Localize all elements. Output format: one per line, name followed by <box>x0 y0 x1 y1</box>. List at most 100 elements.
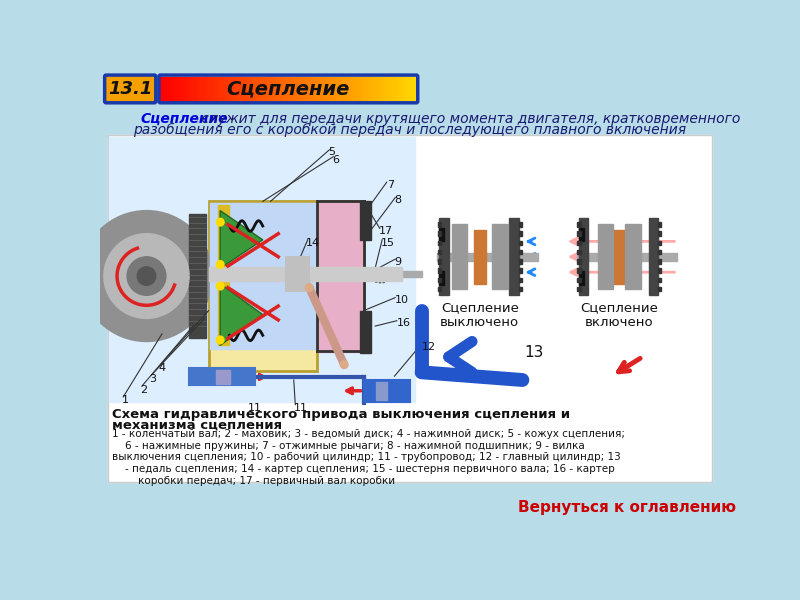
Text: 12: 12 <box>422 341 436 352</box>
Bar <box>294 77 298 101</box>
Circle shape <box>216 336 224 344</box>
Bar <box>658 278 661 282</box>
Bar <box>578 241 581 245</box>
Bar <box>438 250 441 254</box>
Bar <box>413 77 417 101</box>
Bar <box>253 77 257 101</box>
Bar <box>578 222 581 227</box>
Bar <box>374 77 378 101</box>
Text: 17: 17 <box>379 226 393 236</box>
Bar <box>403 77 407 101</box>
Text: 9: 9 <box>394 257 402 267</box>
Bar <box>439 271 444 284</box>
Bar <box>658 241 661 245</box>
Bar <box>518 222 522 227</box>
Bar <box>110 137 415 403</box>
Bar <box>183 77 186 101</box>
Bar <box>240 77 244 101</box>
Bar <box>342 77 346 101</box>
Bar <box>626 224 641 289</box>
Circle shape <box>216 218 224 226</box>
Bar <box>266 77 270 101</box>
Bar <box>214 77 218 101</box>
Bar <box>381 77 385 101</box>
Text: 1 - коленчатый вал; 2 - маховик; 3 - ведомый диск; 4 - нажимной диск; 5 - кожух : 1 - коленчатый вал; 2 - маховик; 3 - вед… <box>112 429 625 485</box>
Bar <box>262 77 266 101</box>
Circle shape <box>216 260 224 268</box>
Bar <box>218 280 229 346</box>
Bar <box>209 77 212 101</box>
Bar <box>330 77 334 101</box>
Bar <box>578 278 581 282</box>
Bar <box>272 77 276 101</box>
Bar <box>282 77 286 101</box>
Bar <box>336 77 340 101</box>
Bar <box>578 259 581 264</box>
Text: разобщения его с коробкой передач и последующего плавного включения: разобщения его с коробкой передач и посл… <box>134 123 686 137</box>
Text: 3: 3 <box>150 374 157 384</box>
Bar <box>518 268 522 273</box>
Bar <box>307 77 311 101</box>
Bar <box>259 77 263 101</box>
Bar <box>400 77 404 101</box>
Bar <box>256 77 260 101</box>
Text: Вернуться к оглавлению: Вернуться к оглавлению <box>518 500 736 515</box>
Bar <box>189 368 255 385</box>
Bar <box>365 77 369 101</box>
Bar <box>387 77 391 101</box>
Bar <box>291 77 295 101</box>
Circle shape <box>81 211 212 341</box>
Bar <box>211 77 215 101</box>
Bar <box>199 77 202 101</box>
Bar <box>349 77 353 101</box>
Bar <box>358 77 362 101</box>
Circle shape <box>104 233 189 319</box>
Text: 5: 5 <box>329 148 336 157</box>
Circle shape <box>127 257 166 295</box>
Bar <box>285 77 289 101</box>
Bar <box>234 77 238 101</box>
Bar <box>452 224 467 289</box>
Text: 10: 10 <box>394 295 409 305</box>
Text: 15: 15 <box>382 238 395 248</box>
Bar <box>202 77 206 101</box>
Bar <box>298 77 302 101</box>
Bar <box>323 77 327 101</box>
Bar <box>438 259 441 264</box>
Bar <box>402 271 422 277</box>
Bar <box>518 250 522 254</box>
Bar <box>658 222 661 227</box>
Text: Сцепление: Сцепление <box>226 79 350 98</box>
Text: 1: 1 <box>122 395 129 406</box>
Text: 2: 2 <box>140 385 147 395</box>
Bar <box>246 77 250 101</box>
Bar <box>317 77 321 101</box>
Bar <box>438 222 441 227</box>
Bar <box>658 259 661 264</box>
Text: 8: 8 <box>394 195 402 205</box>
Bar <box>193 77 196 101</box>
Bar <box>579 218 588 295</box>
Circle shape <box>340 361 348 368</box>
Text: 11: 11 <box>294 403 308 413</box>
Bar <box>210 280 314 349</box>
Bar <box>167 77 170 101</box>
Bar <box>218 77 222 101</box>
Bar <box>578 268 581 273</box>
Text: Сцепление
выключено: Сцепление выключено <box>440 301 519 329</box>
Bar <box>186 77 190 101</box>
Bar <box>579 227 584 241</box>
Bar <box>209 267 402 281</box>
Bar <box>363 380 410 401</box>
Bar <box>439 227 444 241</box>
Bar <box>518 278 522 282</box>
Bar <box>374 257 390 295</box>
Bar <box>658 287 661 292</box>
Bar <box>221 77 225 101</box>
Bar <box>269 77 273 101</box>
Bar <box>216 370 230 384</box>
Bar <box>410 77 414 101</box>
Bar <box>360 202 371 240</box>
Bar <box>161 77 164 101</box>
Bar <box>250 77 254 101</box>
